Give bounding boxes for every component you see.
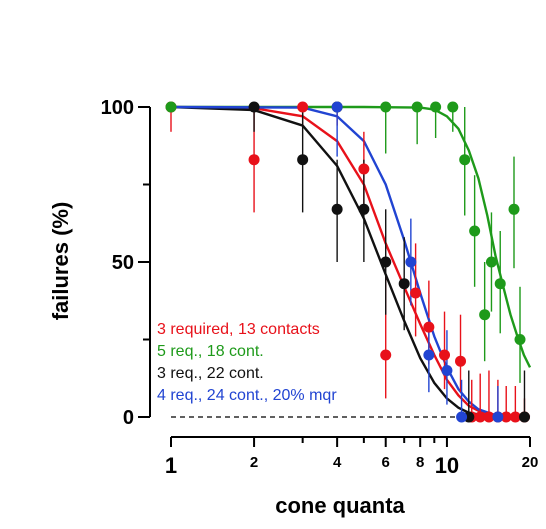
data-point <box>518 411 530 423</box>
x-tick-label: 6 <box>382 454 390 471</box>
data-point <box>398 278 410 290</box>
axes: 0 50 100 1 2 4 6 8 10 20 <box>101 97 539 478</box>
legend-entry: 5 req., 18 cont. <box>157 343 264 360</box>
fit-curve-3 <box>170 105 531 419</box>
x-tick-label: 10 <box>435 453 459 478</box>
data-point <box>358 163 370 175</box>
data-point <box>494 278 506 290</box>
data-point <box>248 101 260 113</box>
data-point <box>469 225 481 237</box>
legend-entry: 3 required, 13 contacts <box>157 321 320 338</box>
data-point <box>479 309 491 321</box>
data-points <box>165 101 530 423</box>
data-point <box>410 287 422 299</box>
y-tick-label: 0 <box>123 407 134 429</box>
data-point <box>441 365 453 376</box>
data-point <box>411 101 423 113</box>
data-point <box>380 101 392 113</box>
data-point <box>331 101 343 113</box>
data-point <box>165 101 177 113</box>
fit-curve-0 <box>170 105 531 418</box>
data-point <box>297 101 309 113</box>
x-axis-label: cone quanta <box>275 493 405 518</box>
x-tick-label: 1 <box>165 453 177 478</box>
x-tick-label: 2 <box>250 454 258 471</box>
fit-curve-1 <box>171 105 532 368</box>
data-point <box>447 101 459 113</box>
data-point <box>500 411 512 423</box>
data-point <box>485 256 497 268</box>
legend-entry: 3 req., 22 cont. <box>157 365 264 382</box>
data-point <box>439 349 451 361</box>
x-tick-label: 8 <box>416 454 424 471</box>
x-tick-label: 4 <box>333 454 342 471</box>
data-point <box>248 154 260 166</box>
data-point <box>430 101 442 113</box>
data-point <box>423 321 435 333</box>
data-point <box>483 411 495 423</box>
y-axis-label: failures (%) <box>48 202 73 321</box>
y-tick-label: 50 <box>112 252 134 274</box>
data-point <box>474 411 486 423</box>
data-point <box>514 334 526 345</box>
data-point <box>380 349 392 361</box>
data-point <box>455 355 467 367</box>
data-point <box>380 256 392 268</box>
legend: 3 required, 13 contacts 5 req., 18 cont. 3… <box>157 321 337 404</box>
data-point <box>405 256 417 268</box>
x-tick-label: 20 <box>522 454 539 471</box>
y-tick-label: 100 <box>101 97 134 119</box>
data-point <box>358 203 370 215</box>
data-point <box>492 411 504 423</box>
data-point <box>297 154 309 166</box>
data-point <box>456 411 468 423</box>
data-point <box>423 349 435 361</box>
data-point <box>459 154 471 166</box>
data-point <box>508 203 520 215</box>
data-point <box>509 411 521 423</box>
data-point <box>331 203 343 215</box>
legend-entry: 4 req., 24 cont., 20% mqr <box>157 387 337 404</box>
